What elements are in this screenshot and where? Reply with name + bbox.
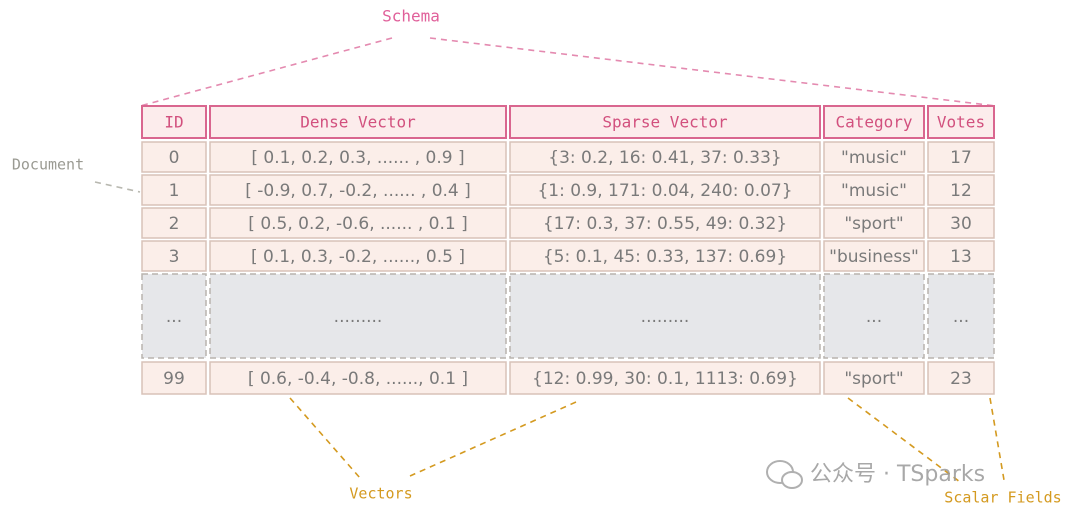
cell bbox=[823, 361, 925, 395]
vectors-line bbox=[409, 401, 577, 477]
schema-line bbox=[429, 37, 997, 107]
header-text: Dense Vector bbox=[300, 113, 416, 132]
ellipsis-cell bbox=[509, 273, 821, 359]
watermark-icon bbox=[781, 471, 803, 489]
cell bbox=[509, 240, 821, 272]
ellipsis-cell bbox=[209, 273, 507, 359]
header-text: Votes bbox=[937, 113, 985, 132]
cell bbox=[141, 361, 207, 395]
ellipsis-text: ......... bbox=[334, 307, 383, 327]
cell-text: 13 bbox=[950, 247, 972, 267]
ellipsis-cell bbox=[927, 273, 995, 359]
ellipsis-cell bbox=[823, 273, 925, 359]
cell bbox=[141, 207, 207, 239]
cell-text: 3 bbox=[169, 247, 180, 267]
cell bbox=[823, 240, 925, 272]
header-cell bbox=[927, 105, 995, 139]
header-text: ID bbox=[164, 113, 183, 132]
table: ID Dense Vector Sparse Vector Category Votes… bbox=[141, 105, 995, 395]
cell-text: "music" bbox=[841, 148, 907, 168]
cell-text: 99 bbox=[163, 369, 185, 389]
cell-text: {17: 0.3, 37: 0.55, 49: 0.32} bbox=[543, 214, 787, 234]
schema-label: Schema bbox=[382, 7, 440, 26]
document-label: Document bbox=[12, 156, 84, 174]
ellipsis-cell bbox=[141, 273, 207, 359]
schema-line bbox=[139, 37, 393, 107]
cell bbox=[823, 174, 925, 206]
cell-text: [ -0.9, 0.7, -0.2, ...... , 0.4 ] bbox=[245, 181, 471, 201]
cell-text: "sport" bbox=[844, 369, 903, 389]
cell bbox=[509, 207, 821, 239]
cell bbox=[141, 240, 207, 272]
cell-text: {1: 0.9, 171: 0.04, 240: 0.07} bbox=[537, 181, 792, 201]
ellipsis-text: ... bbox=[953, 307, 969, 327]
cell-text: 1 bbox=[169, 181, 180, 201]
scalar-line bbox=[847, 397, 961, 483]
cell bbox=[509, 361, 821, 395]
document-line bbox=[94, 181, 141, 193]
connectors bbox=[94, 37, 1005, 483]
vectors-line bbox=[289, 397, 361, 479]
cell bbox=[141, 141, 207, 173]
vectors-label: Vectors bbox=[349, 485, 412, 503]
cell-text: 2 bbox=[169, 214, 180, 234]
watermark: 公众号 · TSparks bbox=[766, 460, 985, 489]
cell-text: "business" bbox=[829, 247, 919, 267]
cell bbox=[927, 174, 995, 206]
ellipsis-text: ... bbox=[166, 307, 182, 327]
cell bbox=[823, 141, 925, 173]
cell bbox=[509, 141, 821, 173]
cell-text: [ 0.5, 0.2, -0.6, ...... , 0.1 ] bbox=[248, 214, 467, 234]
scalar-line bbox=[989, 397, 1005, 481]
header-cell bbox=[823, 105, 925, 139]
cell-text: [ 0.1, 0.3, -0.2, ......, 0.5 ] bbox=[251, 247, 465, 267]
cell-text: 12 bbox=[950, 181, 972, 201]
cell bbox=[927, 361, 995, 395]
cell-text: {12: 0.99, 30: 0.1, 1113: 0.69} bbox=[532, 369, 798, 389]
cell bbox=[209, 174, 507, 206]
ellipsis-text: ......... bbox=[641, 307, 690, 327]
cell-text: 30 bbox=[950, 214, 972, 234]
cell bbox=[209, 207, 507, 239]
cell-text: 0 bbox=[169, 148, 180, 168]
header-cell bbox=[509, 105, 821, 139]
cell-text: [ 0.1, 0.2, 0.3, ...... , 0.9 ] bbox=[251, 148, 464, 168]
header-cell bbox=[209, 105, 507, 139]
header-text: Sparse Vector bbox=[602, 113, 728, 132]
cell-text: {3: 0.2, 16: 0.41, 37: 0.33} bbox=[548, 148, 781, 168]
cell-text: "music" bbox=[841, 181, 907, 201]
cell-text: {5: 0.1, 45: 0.33, 137: 0.69} bbox=[543, 247, 787, 267]
cell-text: 17 bbox=[950, 148, 972, 168]
cell bbox=[209, 240, 507, 272]
cell bbox=[209, 141, 507, 173]
cell bbox=[141, 174, 207, 206]
scalar-fields-label: Scalar Fields bbox=[944, 489, 1061, 507]
cell bbox=[927, 240, 995, 272]
cell bbox=[509, 174, 821, 206]
cell bbox=[209, 361, 507, 395]
header-cell bbox=[141, 105, 207, 139]
cell-text: 23 bbox=[950, 369, 972, 389]
cell-text: "sport" bbox=[844, 214, 903, 234]
ellipsis-text: ... bbox=[866, 307, 882, 327]
watermark-text: 公众号 · TSparks bbox=[810, 462, 985, 487]
cell bbox=[823, 207, 925, 239]
cell bbox=[927, 141, 995, 173]
header-text: Category bbox=[835, 113, 912, 132]
cell-text: [ 0.6, -0.4, -0.8, ......, 0.1 ] bbox=[248, 369, 468, 389]
cell bbox=[927, 207, 995, 239]
